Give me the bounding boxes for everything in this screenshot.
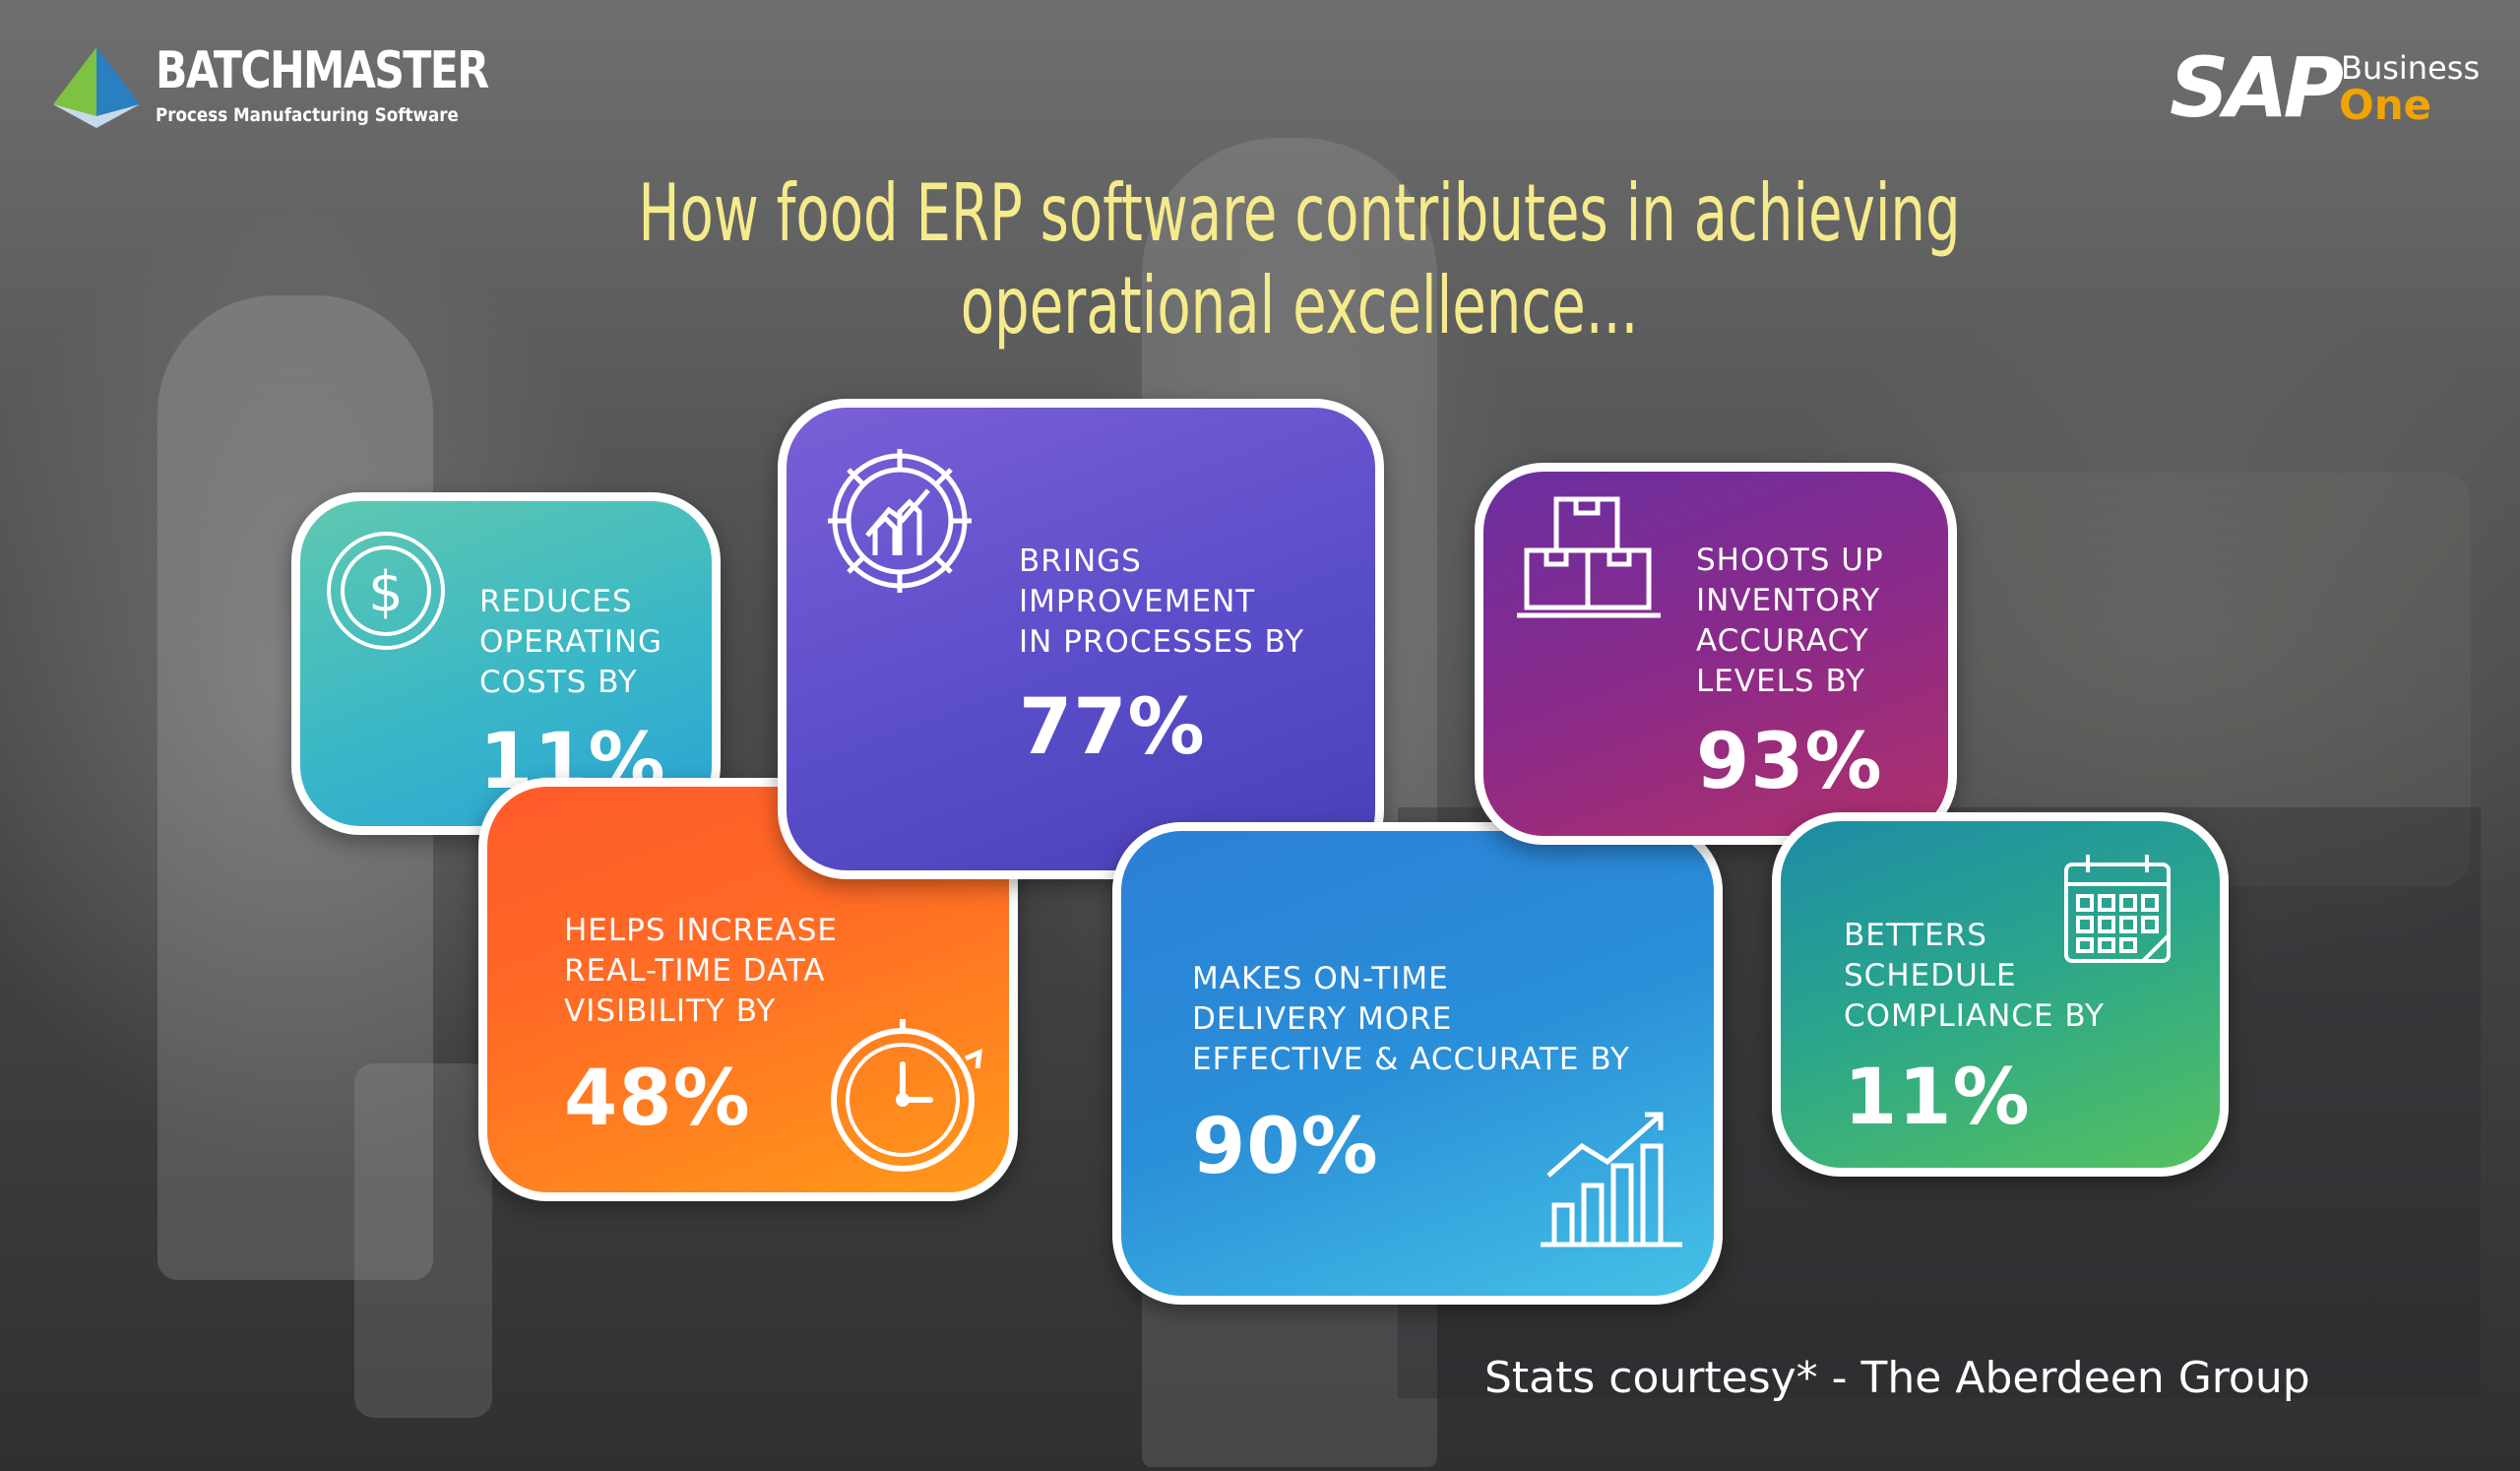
stat-card-operating-costs: $ REDUCES OPERATING COSTS BY 11% (291, 492, 721, 835)
pyramid-logo-icon (53, 47, 140, 128)
title-line-1: How food ERP software contributes in ach… (638, 167, 1961, 259)
stat-label: BRINGS IMPROVEMENT IN PROCESSES BY (1019, 544, 1305, 660)
gear-growth-icon (828, 449, 972, 593)
stat-card-inventory-accuracy: SHOOTS UP INVENTORY ACCURACY LEVELS BY 93% (1475, 463, 1957, 845)
bar-chart-icon (1541, 1112, 1682, 1247)
stat-label: HELPS INCREASE REAL-TIME DATA VISIBILITY B… (564, 913, 838, 1029)
sap-one-text: One (2339, 81, 2432, 129)
stat-card-on-time-delivery: MAKES ON-TIME DELIVERY MORE EFFECTIVE & AC… (1112, 822, 1723, 1305)
batchmaster-tagline: Process Manufacturing Software (156, 104, 459, 126)
stats-credit: Stats courtesy* - The Aberdeen Group (1484, 1353, 2310, 1403)
stat-card-process-improvement: BRINGS IMPROVEMENT IN PROCESSES BY 77% (778, 399, 1384, 879)
sap-wordmark: SAP (2170, 39, 2344, 136)
page-title: How food ERP software contributes in ach… (616, 167, 1983, 352)
stat-value: 48% (564, 1055, 751, 1143)
boxes-icon (1517, 496, 1661, 618)
stat-value: 93% (1696, 718, 1883, 806)
sap-business-one-logo: SAP Business One (2166, 39, 2481, 136)
sap-business-text: Business (2341, 49, 2481, 87)
stat-value: 11% (1844, 1054, 2031, 1142)
stat-label: MAKES ON-TIME DELIVERY MORE EFFECTIVE & AC… (1192, 961, 1630, 1077)
title-line-2: operational excellence... (960, 260, 1639, 352)
stat-label: REDUCES OPERATING COSTS BY (479, 584, 663, 700)
dollar-coin-icon: $ (327, 532, 445, 650)
svg-text:$: $ (368, 560, 404, 624)
stat-card-schedule-compliance: BETTERS SCHEDULE COMPLIANCE BY 11% (1772, 812, 2229, 1177)
stopwatch-icon (831, 1019, 983, 1172)
batchmaster-logo: BATCHMASTER Process Manufacturing Softwa… (49, 39, 489, 138)
stat-label: BETTERS SCHEDULE COMPLIANCE BY (1844, 918, 2105, 1034)
stat-value: 90% (1192, 1103, 1379, 1191)
stat-label: SHOOTS UP INVENTORY ACCURACY LEVELS BY (1696, 543, 1884, 699)
calendar-icon (2064, 855, 2171, 963)
batchmaster-name: BATCHMASTER (156, 41, 489, 100)
stat-value: 77% (1019, 683, 1206, 772)
